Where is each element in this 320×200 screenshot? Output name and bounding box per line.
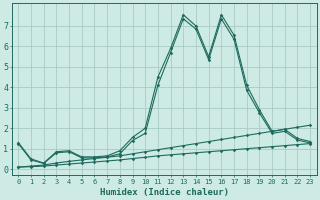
X-axis label: Humidex (Indice chaleur): Humidex (Indice chaleur) bbox=[100, 188, 229, 197]
